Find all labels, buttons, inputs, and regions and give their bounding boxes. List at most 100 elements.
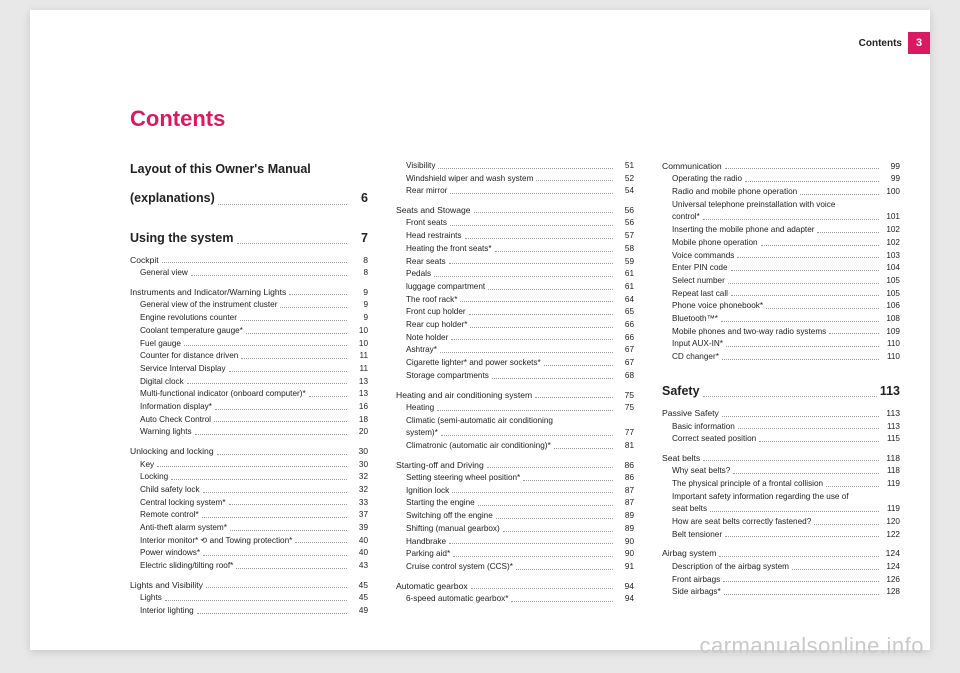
toc-label: seat belts bbox=[672, 503, 707, 516]
leader-dots bbox=[187, 383, 347, 384]
toc-entry: Climatronic (automatic air conditioning)… bbox=[396, 440, 634, 453]
toc-page: 113 bbox=[882, 421, 900, 434]
toc-label: Front seats bbox=[406, 217, 447, 230]
leader-dots bbox=[450, 225, 613, 226]
leader-dots bbox=[800, 194, 879, 195]
toc-page: 106 bbox=[882, 300, 900, 313]
leader-dots bbox=[814, 524, 879, 525]
toc-entry: Voice commands103 bbox=[662, 250, 900, 263]
leader-dots bbox=[309, 396, 347, 397]
toc-entry: Auto Check Control18 bbox=[130, 414, 368, 427]
toc-entry: Engine revolutions counter9 bbox=[130, 312, 368, 325]
toc-label: Digital clock bbox=[140, 376, 184, 389]
toc-page: 119 bbox=[882, 503, 900, 516]
toc-page: 75 bbox=[616, 402, 634, 415]
toc-entry: Storage compartments68 bbox=[396, 370, 634, 383]
leader-dots bbox=[474, 212, 613, 213]
header: Contents 3 bbox=[859, 32, 930, 54]
toc-heading: Using the system7 bbox=[130, 229, 368, 248]
column-1: Layout of this Owner's Manual(explanatio… bbox=[130, 160, 368, 618]
toc-entry: Lights45 bbox=[130, 592, 368, 605]
toc-entry: Ashtray*67 bbox=[396, 344, 634, 357]
toc-heading: Communication99 bbox=[662, 160, 900, 173]
toc-page: 89 bbox=[616, 510, 634, 523]
leader-dots bbox=[469, 314, 613, 315]
toc-label: Belt tensioner bbox=[672, 529, 722, 542]
toc-label: Voice commands bbox=[672, 250, 734, 263]
toc-page: 91 bbox=[616, 561, 634, 574]
leader-dots bbox=[202, 517, 347, 518]
toc-entry: Key30 bbox=[130, 459, 368, 472]
toc-label: General view of the instrument cluster bbox=[140, 299, 277, 312]
leader-dots bbox=[725, 536, 879, 537]
toc-page: 57 bbox=[616, 230, 634, 243]
leader-dots bbox=[246, 333, 347, 334]
toc-page: 58 bbox=[616, 243, 634, 256]
toc-label: Mobile phone operation bbox=[672, 237, 758, 250]
leader-dots bbox=[723, 581, 879, 582]
toc-label: Note holder bbox=[406, 332, 448, 345]
toc-page: 11 bbox=[350, 350, 368, 363]
toc-label: Central locking system* bbox=[140, 497, 226, 510]
leader-dots bbox=[229, 371, 347, 372]
leader-dots bbox=[195, 434, 347, 435]
toc-label: 6-speed automatic gearbox* bbox=[406, 593, 508, 606]
leader-dots bbox=[449, 263, 613, 264]
toc-entry: General view of the instrument cluster 9 bbox=[130, 299, 368, 312]
toc-page: 67 bbox=[616, 344, 634, 357]
toc-entry: Rear mirror54 bbox=[396, 185, 634, 198]
leader-dots bbox=[460, 301, 613, 302]
toc-page: 105 bbox=[882, 288, 900, 301]
toc-page: 102 bbox=[882, 224, 900, 237]
leader-dots bbox=[703, 396, 877, 397]
leader-dots bbox=[733, 473, 879, 474]
header-label: Contents bbox=[859, 38, 902, 49]
leader-dots bbox=[206, 587, 347, 588]
toc-label: Visibility bbox=[406, 160, 435, 173]
leader-dots bbox=[826, 486, 879, 487]
toc-entry: Enter PIN code104 bbox=[662, 262, 900, 275]
leader-dots bbox=[737, 257, 879, 258]
toc-page: 115 bbox=[882, 433, 900, 446]
leader-dots bbox=[487, 467, 613, 468]
leader-dots bbox=[295, 542, 347, 543]
leader-dots bbox=[217, 454, 347, 455]
toc-entry: Power windows*40 bbox=[130, 547, 368, 560]
toc-page: 59 bbox=[616, 256, 634, 269]
toc-page: 45 bbox=[350, 579, 368, 592]
toc-entry: Parking aid*90 bbox=[396, 548, 634, 561]
toc-heading: Lights and Visibility45 bbox=[130, 579, 368, 592]
leader-dots bbox=[722, 416, 879, 417]
toc-page: 77 bbox=[616, 427, 634, 440]
toc-page: 9 bbox=[350, 299, 368, 312]
toc-label: Passive Safety bbox=[662, 407, 719, 420]
toc-label: Heating and air conditioning system bbox=[396, 389, 532, 402]
toc-entry: system)*77 bbox=[396, 427, 634, 440]
toc-label: Storage compartments bbox=[406, 370, 489, 383]
toc-page: 87 bbox=[616, 497, 634, 510]
page-title: Contents bbox=[130, 106, 225, 132]
toc-page: 87 bbox=[616, 485, 634, 498]
leader-dots bbox=[237, 243, 347, 244]
toc-label: Cruise control system (CCS)* bbox=[406, 561, 513, 574]
leader-dots bbox=[165, 600, 347, 601]
leader-dots bbox=[703, 219, 879, 220]
toc-label: Power windows* bbox=[140, 547, 200, 560]
toc-entry: Select number105 bbox=[662, 275, 900, 288]
toc-page: 56 bbox=[616, 217, 634, 230]
toc-page: 126 bbox=[882, 574, 900, 587]
column-3: Communication99Operating the radio99Radi… bbox=[662, 160, 900, 618]
toc-page: 18 bbox=[350, 414, 368, 427]
toc-label: Using the system bbox=[130, 229, 234, 248]
toc-heading: Passive Safety113 bbox=[662, 407, 900, 420]
toc-entry: Head restraints57 bbox=[396, 230, 634, 243]
toc-entry: Phone voice phonebook*106 bbox=[662, 300, 900, 313]
leader-dots bbox=[511, 601, 613, 602]
toc-entry: Repeat last call105 bbox=[662, 288, 900, 301]
leader-dots bbox=[710, 511, 879, 512]
leader-dots bbox=[792, 569, 879, 570]
toc-page: 20 bbox=[350, 426, 368, 439]
toc-label: Remote control* bbox=[140, 509, 199, 522]
toc-entry: Correct seated position115 bbox=[662, 433, 900, 446]
toc-label: Coolant temperature gauge* bbox=[140, 325, 243, 338]
